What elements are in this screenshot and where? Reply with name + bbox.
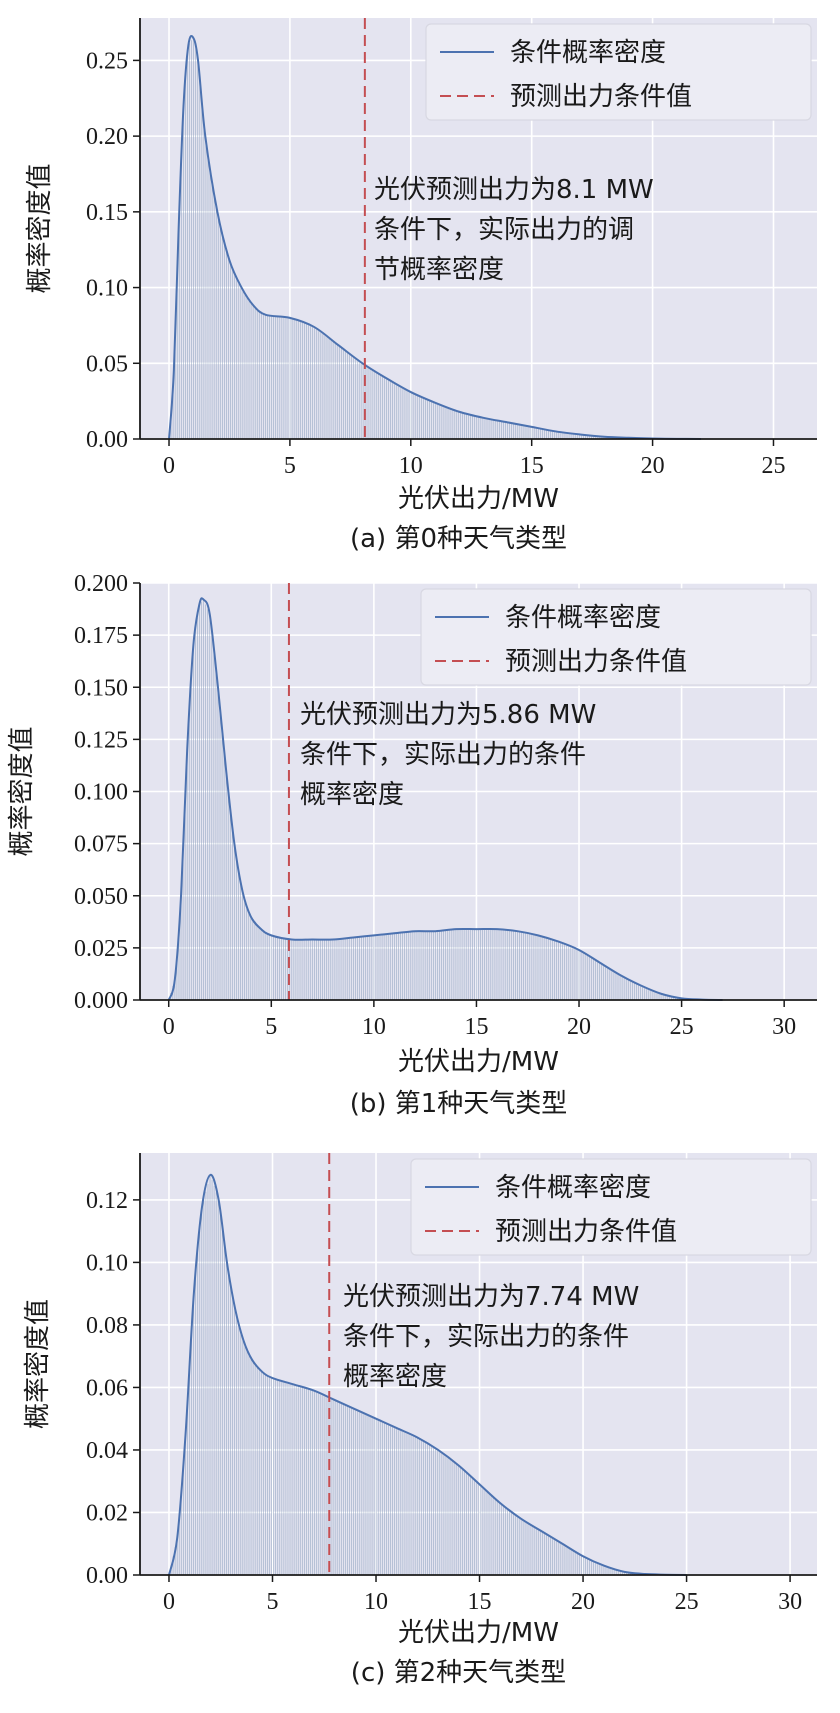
x-tick-label: 0 (163, 1589, 175, 1615)
chart-caption: (c) 第2种天气类型 (351, 1658, 566, 1688)
annotation-line: 光伏预测出力为5.86 MW (300, 700, 596, 730)
chart-1: 0 5 10 15 20 25 30 0.000 0.025 0.050 0.075 0.100 0.1… (7, 571, 817, 1119)
legend-condition-label: 预测出力条件值 (505, 647, 687, 677)
x-tick-label: 10 (399, 453, 423, 479)
y-axis-label: 概率密度值 (25, 163, 55, 293)
x-tick-label: 25 (670, 1014, 694, 1040)
y-tick-label: 0.000 (74, 988, 128, 1014)
x-axis-label: 光伏出力/MW (398, 484, 559, 514)
density-fill (170, 599, 721, 1000)
x-tick-label: 30 (778, 1589, 802, 1615)
y-tick-label: 0.00 (86, 427, 128, 453)
y-tick-label: 0.08 (86, 1313, 128, 1339)
density-curve (167, 597, 723, 1001)
y-tick-label: 0.20 (86, 124, 128, 150)
chart-caption: (b) 第1种天气类型 (350, 1089, 568, 1119)
legend-density-label: 条件概率密度 (510, 38, 666, 68)
y-tick-label: 0.05 (86, 351, 128, 377)
annotation-line: 条件下，实际出力的调 (374, 215, 634, 245)
y-tick-label: 0.00 (86, 1563, 128, 1589)
y-tick-label: 0.04 (86, 1438, 128, 1464)
legend-condition-label: 预测出力条件值 (495, 1217, 677, 1247)
y-tick-label: 0.100 (74, 780, 128, 806)
x-tick-label: 0 (163, 453, 175, 479)
y-axis-label: 概率密度值 (23, 1299, 53, 1429)
annotation-line: 节概率密度 (374, 255, 504, 285)
legend-condition-label: 预测出力条件值 (510, 82, 692, 112)
legend-density-label: 条件概率密度 (495, 1173, 651, 1203)
y-tick-label: 0.175 (74, 623, 128, 649)
density-curve (168, 1173, 687, 1576)
annotation-line: 概率密度 (300, 780, 404, 810)
x-tick-label: 20 (567, 1014, 591, 1040)
density-curve (168, 34, 701, 440)
y-tick-label: 0.25 (86, 48, 128, 74)
y-tick-label: 0.200 (74, 571, 128, 597)
x-tick-label: 25 (675, 1589, 699, 1615)
y-tick-label: 0.12 (86, 1188, 128, 1214)
x-tick-label: 20 (641, 453, 665, 479)
legend-box (410, 1158, 812, 1256)
x-tick-label: 15 (468, 1589, 492, 1615)
density-fill (170, 1176, 687, 1575)
annotation-line: 条件下，实际出力的条件 (343, 1322, 629, 1352)
legend-density-label: 条件概率密度 (505, 603, 661, 633)
legend-box (425, 23, 812, 121)
chart-2: 0 5 10 15 20 25 30 0.00 0.02 0.04 0.06 0.08 0.10 0.12… (23, 1153, 817, 1688)
y-tick-label: 0.15 (86, 200, 128, 226)
x-tick-label: 25 (761, 453, 785, 479)
x-tick-label: 15 (520, 453, 544, 479)
y-tick-label: 0.10 (86, 1250, 128, 1276)
x-tick-label: 10 (362, 1014, 386, 1040)
y-tick-label: 0.150 (74, 675, 128, 701)
x-tick-label: 20 (571, 1589, 595, 1615)
chart-caption: (a) 第0种天气类型 (350, 524, 567, 554)
annotation-line: 概率密度 (343, 1362, 447, 1392)
y-tick-label: 0.02 (86, 1500, 128, 1526)
y-tick-label: 0.025 (74, 936, 128, 962)
x-tick-label: 5 (265, 1014, 277, 1040)
annotation-line: 光伏预测出力为7.74 MW (343, 1282, 639, 1312)
x-tick-label: 30 (772, 1014, 796, 1040)
x-tick-label: 15 (464, 1014, 488, 1040)
x-tick-label: 5 (267, 1589, 279, 1615)
chart-0: 0 5 10 15 20 25 0.00 0.05 0.10 0.15 0.20 0.25 光伏出力/M… (25, 18, 817, 554)
y-tick-label: 0.10 (86, 276, 128, 302)
y-tick-label: 0.06 (86, 1375, 128, 1401)
x-axis-label: 光伏出力/MW (398, 1618, 559, 1648)
y-axis-label: 概率密度值 (7, 726, 37, 856)
legend-box (420, 588, 812, 686)
x-tick-label: 0 (163, 1014, 175, 1040)
x-axis-label: 光伏出力/MW (398, 1047, 559, 1077)
y-tick-label: 0.125 (74, 727, 128, 753)
y-tick-label: 0.075 (74, 832, 128, 858)
y-tick-label: 0.050 (74, 884, 128, 910)
annotation-line: 光伏预测出力为8.1 MW (374, 175, 654, 205)
x-tick-label: 10 (364, 1589, 388, 1615)
x-tick-label: 5 (284, 453, 296, 479)
density-fill (170, 39, 699, 439)
annotation-line: 条件下，实际出力的条件 (300, 740, 586, 770)
